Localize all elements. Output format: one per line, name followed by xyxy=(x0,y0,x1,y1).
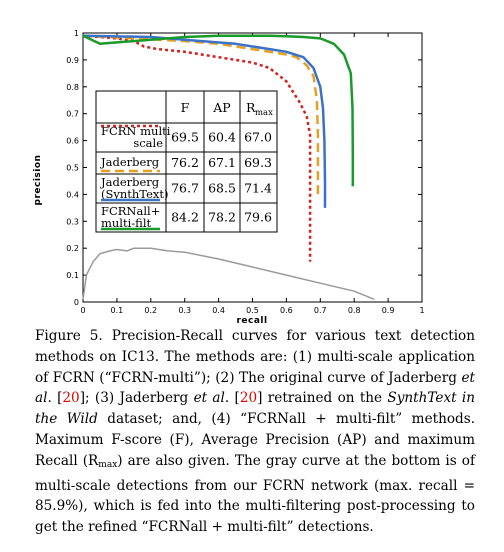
legend-value: 67.1 xyxy=(208,155,236,170)
legend-value: 78.2 xyxy=(208,210,236,225)
series-line-1 xyxy=(82,34,320,195)
legend-value: 68.5 xyxy=(208,181,236,196)
y-tick-label: 0.2 xyxy=(66,244,79,253)
y-tick-label: 0.9 xyxy=(66,56,79,65)
x-tick-label: 0.9 xyxy=(382,306,395,315)
y-tick-label: 0.1 xyxy=(66,271,79,280)
y-axis-title: precision xyxy=(33,155,43,206)
legend-label: scale xyxy=(133,136,163,150)
curves xyxy=(82,34,375,300)
x-tick-label: 0.3 xyxy=(178,306,191,315)
legend-value: 71.4 xyxy=(244,181,272,196)
caption-et-al-2: et al xyxy=(193,390,225,407)
x-tick-label: 1 xyxy=(419,306,424,315)
x-tick-label: 0.6 xyxy=(280,306,293,315)
tick-labels: 0 0.1 0.2 0.3 0.4 0.5 0.6 0.7 0.8 0.9 1 0 0.1 0.2 0.3 0… xyxy=(66,29,424,315)
legend-value: 76.7 xyxy=(171,181,199,196)
x-axis-title: recall xyxy=(236,316,267,325)
caption-text-6: dataset; and, (4) “FCRNall + multi-filt”… xyxy=(35,411,476,469)
legend-header: AP xyxy=(212,100,230,115)
precision-recall-chart: 0 0.1 0.2 0.3 0.4 0.5 0.6 0.7 0.8 0.9 1 0 0.1 0.2 0.3 0… xyxy=(33,29,425,325)
y-tick-label: 0.4 xyxy=(66,190,79,199)
caption-subscript-max: max xyxy=(98,459,118,470)
citation-link-2[interactable]: 20 xyxy=(239,390,258,407)
caption-text-1: Figure 5. Precision-Recall curves for va… xyxy=(35,328,475,386)
y-tick-label: 0.7 xyxy=(66,110,79,119)
y-tick-label: 1 xyxy=(74,29,79,38)
legend-value: 67.0 xyxy=(244,130,272,145)
caption-text-3: ]; (3) Jaderberg xyxy=(79,390,194,407)
legend-header-subscript: max xyxy=(255,108,273,118)
legend-box xyxy=(95,90,278,233)
legend-label: FCRN multi xyxy=(101,124,171,138)
series-line-2 xyxy=(82,34,327,208)
caption-text-2: . [ xyxy=(47,390,63,407)
legend-label: multi-filt xyxy=(101,216,152,230)
x-tick-label: 0.4 xyxy=(212,306,225,315)
y-tick-label: 0 xyxy=(74,298,79,307)
caption-text-4: . [ xyxy=(224,390,240,407)
citation-link-1[interactable]: 20 xyxy=(62,390,80,407)
legend-value: 79.6 xyxy=(244,210,272,225)
y-tick-label: 0.5 xyxy=(66,164,79,173)
x-tick-label: 0.8 xyxy=(348,306,361,315)
legend-value: 69.3 xyxy=(244,155,272,170)
legend-label: (SynthText) xyxy=(101,187,168,201)
y-tick-label: 0.3 xyxy=(66,217,79,226)
legend-value: 84.2 xyxy=(171,210,199,225)
legend-label: Jaderberg xyxy=(100,155,160,169)
caption-text-7: ) are also given. The gray curve at the … xyxy=(35,452,475,536)
series-line-4 xyxy=(82,247,375,300)
legend-header: F xyxy=(181,100,190,115)
legend-value: 69.5 xyxy=(171,130,199,145)
caption-et-al-1: et al xyxy=(35,369,475,407)
y-tick-label: 0.6 xyxy=(66,137,79,146)
x-tick-label: 0.7 xyxy=(314,306,327,315)
series-line-3 xyxy=(82,34,355,187)
figure-caption: Figure 5. Precision-Recall curves for va… xyxy=(35,326,475,538)
x-tick-label: 0 xyxy=(80,306,85,315)
x-tick-label: 0.2 xyxy=(144,306,157,315)
x-tick-label: 0.5 xyxy=(246,306,259,315)
legend-header-rmax: R xyxy=(246,100,256,115)
legend-value: 76.2 xyxy=(171,155,199,170)
legend-label: Jaderberg xyxy=(100,175,160,189)
legend-label: FCRNall+ xyxy=(101,204,160,218)
x-tick-label: 0.1 xyxy=(111,306,124,315)
caption-dataset-name: SynthText in the Wild xyxy=(35,390,475,428)
caption-text-5: ] retrained on the xyxy=(257,390,388,407)
y-tick-label: 0.8 xyxy=(66,83,79,92)
legend-value: 60.4 xyxy=(208,130,236,145)
